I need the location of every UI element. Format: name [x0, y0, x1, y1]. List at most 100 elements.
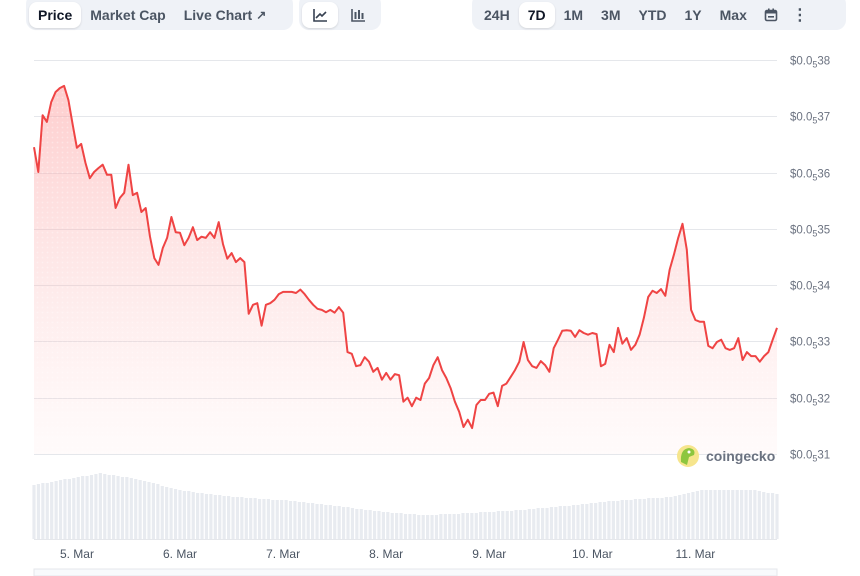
- volume-bar: [41, 483, 45, 539]
- volume-bar: [395, 513, 399, 539]
- range-1m[interactable]: 1M: [563, 7, 584, 23]
- volume-bar: [32, 485, 36, 539]
- range-7d[interactable]: 7D: [518, 2, 555, 28]
- line-chart-icon: [313, 9, 327, 22]
- y-axis-labels: $0.0538 $0.0537 $0.0536 $0.0535 $0.0534 $0.05…: [790, 56, 831, 464]
- volume-bar: [545, 508, 549, 539]
- range-ytd[interactable]: YTD: [638, 7, 667, 23]
- volume-bar: [766, 493, 770, 539]
- x-tick-label: 5. Mar: [60, 547, 94, 561]
- volume-bar: [63, 479, 67, 539]
- volume-bar: [709, 490, 713, 539]
- volume-bar: [147, 482, 151, 539]
- volume-bar: [36, 484, 41, 539]
- volume-bar: [120, 477, 125, 539]
- x-tick-label: 6. Mar: [163, 547, 197, 561]
- volume-bar: [607, 501, 611, 539]
- volume-bar: [651, 498, 655, 539]
- volume-bar: [311, 503, 315, 539]
- volume-bar: [629, 500, 633, 539]
- volume-bar: [558, 506, 562, 539]
- volume-bar: [72, 478, 76, 539]
- tab-market-cap[interactable]: Market Cap: [90, 7, 166, 23]
- volume-bar: [479, 512, 483, 539]
- volume-bar: [107, 475, 111, 539]
- volume-bar: [682, 494, 686, 539]
- volume-bar: [594, 503, 598, 539]
- volume-bar: [76, 477, 80, 539]
- more-options-button[interactable]: ⋮: [786, 2, 814, 28]
- date-picker-button[interactable]: [756, 2, 786, 28]
- candlestick-chart-button[interactable]: [338, 2, 378, 28]
- volume-bar: [359, 509, 363, 539]
- volume-bar: [664, 497, 669, 539]
- navigator[interactable]: [33, 568, 778, 576]
- range-24h[interactable]: 24H: [484, 7, 510, 23]
- volume-bar: [541, 508, 545, 539]
- volume-bar: [218, 495, 222, 539]
- y-tick-label: $0.0533: [790, 337, 830, 351]
- chart-type-toggle: [299, 0, 381, 30]
- range-3m[interactable]: 3M: [601, 7, 621, 23]
- volume-bar: [85, 476, 89, 539]
- tab-price[interactable]: Price: [29, 2, 82, 28]
- volume-bar: [89, 475, 94, 539]
- volume-bar: [465, 513, 470, 539]
- volume-bar: [253, 498, 257, 539]
- volume-bar: [434, 515, 439, 539]
- volume-bar: [103, 474, 107, 539]
- volume-bar: [196, 493, 200, 539]
- volume-bar: [244, 498, 248, 539]
- volume-bar: [717, 490, 722, 539]
- volume-bar: [757, 491, 761, 539]
- volume-bar: [470, 513, 474, 539]
- calendar-icon: [764, 8, 778, 22]
- volume-bar: [191, 492, 195, 539]
- volume-bar: [50, 482, 54, 539]
- volume-bar: [487, 512, 492, 539]
- line-chart-button[interactable]: [302, 2, 338, 28]
- volume-bar: [240, 497, 244, 539]
- x-tick-label: 7. Mar: [266, 547, 300, 561]
- volume-bar: [474, 513, 478, 539]
- volume-bar: [381, 512, 385, 539]
- volume-bar: [364, 510, 368, 539]
- volume-bar: [744, 490, 748, 539]
- volume-bar: [284, 500, 288, 539]
- volume-bar: [527, 509, 531, 539]
- volume-bar: [439, 514, 443, 539]
- volume-bar: [262, 499, 266, 539]
- volume-bar: [748, 490, 753, 539]
- candlestick-chart-icon: [351, 9, 365, 22]
- range-1y[interactable]: 1Y: [684, 7, 702, 23]
- range-max[interactable]: Max: [719, 7, 747, 23]
- volume-bar: [713, 490, 717, 539]
- volume-bar: [616, 501, 620, 539]
- volume-bar: [536, 508, 540, 539]
- volume-bar: [235, 497, 240, 539]
- volume-bar: [633, 499, 638, 539]
- volume-bar: [337, 506, 341, 539]
- volume-bar: [160, 486, 164, 539]
- volume-bar: [138, 480, 142, 539]
- volume-bar: [81, 476, 85, 539]
- volume-bar: [417, 515, 421, 539]
- volume-bar: [319, 504, 324, 539]
- price-line: [33, 84, 778, 430]
- volume-bar: [571, 505, 576, 539]
- tab-live-chart[interactable]: Live Chart ↗︎: [175, 2, 276, 28]
- volume-bar: [691, 492, 695, 539]
- volume-bar: [554, 507, 558, 539]
- volume-bar: [647, 498, 651, 539]
- volume-bar: [54, 481, 58, 539]
- volume-bar: [293, 501, 297, 539]
- y-tick-label: $0.0538: [790, 56, 830, 70]
- x-tick-label: 10. Mar: [572, 547, 613, 561]
- volume-bar: [461, 513, 465, 539]
- volume-bar: [355, 509, 359, 539]
- volume-bar: [182, 491, 186, 539]
- volume-bar: [567, 506, 571, 539]
- volume-bar: [673, 496, 677, 539]
- y-tick-label: $0.0536: [790, 169, 830, 183]
